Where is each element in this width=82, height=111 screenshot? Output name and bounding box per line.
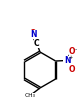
Text: N: N (30, 30, 37, 39)
Text: -: - (75, 47, 77, 52)
Text: CH₃: CH₃ (24, 93, 35, 98)
Text: +: + (69, 55, 73, 60)
Text: O: O (29, 29, 36, 38)
Text: N: N (64, 56, 70, 65)
Text: O: O (69, 65, 76, 74)
Text: C: C (34, 39, 40, 48)
Text: O: O (69, 47, 76, 56)
